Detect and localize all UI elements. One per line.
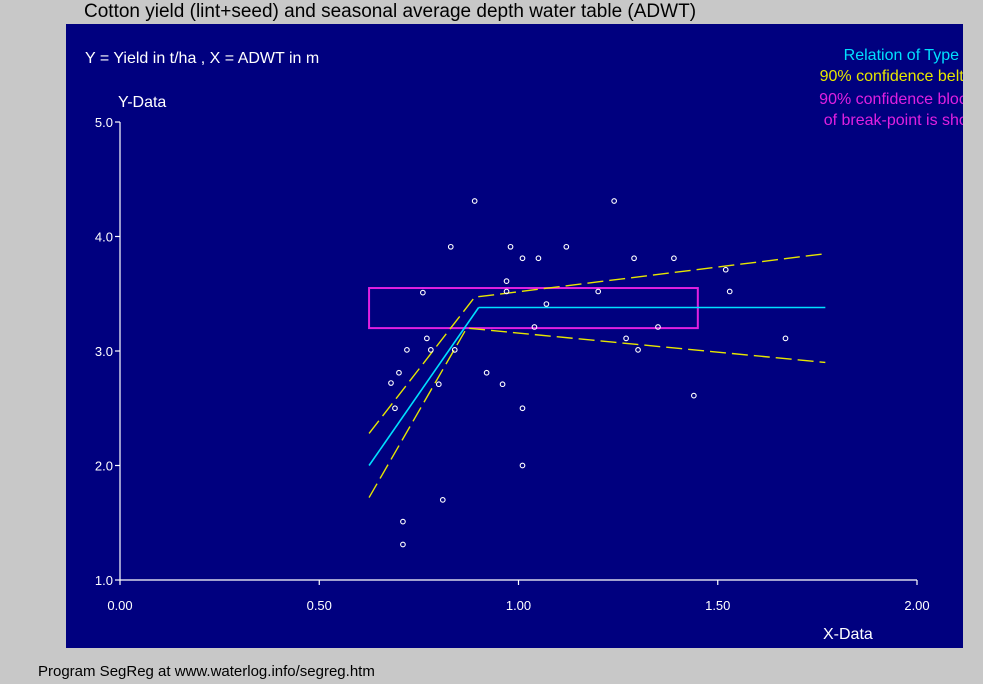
data-point xyxy=(595,288,602,295)
data-point xyxy=(483,369,490,376)
data-point xyxy=(726,288,733,295)
x-axis-label: X-Data xyxy=(823,626,873,643)
data-point xyxy=(439,497,446,503)
y-tick-label: 1.0 xyxy=(95,573,113,588)
regression-segment xyxy=(368,307,480,466)
data-point xyxy=(635,347,641,353)
legend-entry: Relation of Type 4 xyxy=(844,47,963,64)
confidence-belt-lower xyxy=(368,327,826,498)
regression-line xyxy=(368,306,826,466)
data-point xyxy=(543,301,550,307)
data-point xyxy=(404,347,410,353)
data-point xyxy=(427,347,434,353)
data-point xyxy=(392,405,398,412)
legend-entry: 90% confidence block xyxy=(819,91,963,108)
confidence-belt xyxy=(368,252,826,498)
legend-entry: of break-point is shown xyxy=(824,112,963,129)
data-point xyxy=(503,278,510,285)
y-axis-label: Y-Data xyxy=(118,94,166,111)
data-point xyxy=(420,289,426,296)
data-point xyxy=(519,255,526,262)
y-tick-label: 2.0 xyxy=(95,459,113,474)
data-point xyxy=(722,266,729,273)
y-tick-label: 3.0 xyxy=(95,344,113,359)
chart-subtitle: Y = Yield in t/ha , X = ADWT in m xyxy=(85,50,319,67)
data-point xyxy=(655,324,661,330)
x-tick-label: 0.00 xyxy=(107,598,132,613)
data-point xyxy=(782,335,789,342)
x-tick-label: 1.00 xyxy=(506,598,531,613)
chart-title: Cotton yield (lint+seed) and seasonal av… xyxy=(84,1,697,22)
data-point xyxy=(388,380,394,386)
data-point xyxy=(671,255,677,262)
data-point xyxy=(447,243,454,250)
y-tick-label: 4.0 xyxy=(95,230,113,245)
data-point xyxy=(451,347,458,353)
data-point xyxy=(400,518,406,525)
data-point xyxy=(519,462,526,469)
data-point xyxy=(631,255,637,262)
data-points xyxy=(388,198,789,548)
x-tick-label: 2.00 xyxy=(904,598,929,613)
data-point xyxy=(499,381,506,388)
legend: Relation of Type 4 90% confidence belt is… xyxy=(819,47,963,129)
footer-credit: Program SegReg at www.waterlog.info/segr… xyxy=(38,663,375,680)
data-point xyxy=(531,324,538,330)
chart-canvas: Y = Yield in t/ha , X = ADWT in m Y-Data… xyxy=(85,47,963,643)
data-point xyxy=(507,243,514,250)
data-point xyxy=(611,198,617,204)
data-point xyxy=(535,255,542,262)
confidence-belt-upper xyxy=(368,252,826,434)
data-point xyxy=(423,335,430,342)
data-point xyxy=(623,335,629,342)
data-point xyxy=(435,381,442,388)
data-point xyxy=(471,198,478,204)
legend-entry: 90% confidence belt is shown xyxy=(820,68,963,85)
data-point xyxy=(400,541,406,548)
plot-area: Y = Yield in t/ha , X = ADWT in m Y-Data… xyxy=(66,24,963,648)
data-point xyxy=(519,405,526,412)
x-tick-label: 0.50 xyxy=(307,598,332,613)
axes: 0.00 0.50 1.00 1.50 2.00 1.0 2.0 3.0 4.0 5.0 xyxy=(95,115,930,613)
data-point xyxy=(563,243,570,250)
y-tick-label: 5.0 xyxy=(95,115,113,130)
data-point xyxy=(396,369,402,376)
x-tick-label: 1.50 xyxy=(705,598,730,613)
data-point xyxy=(503,288,510,295)
data-point xyxy=(690,392,697,399)
